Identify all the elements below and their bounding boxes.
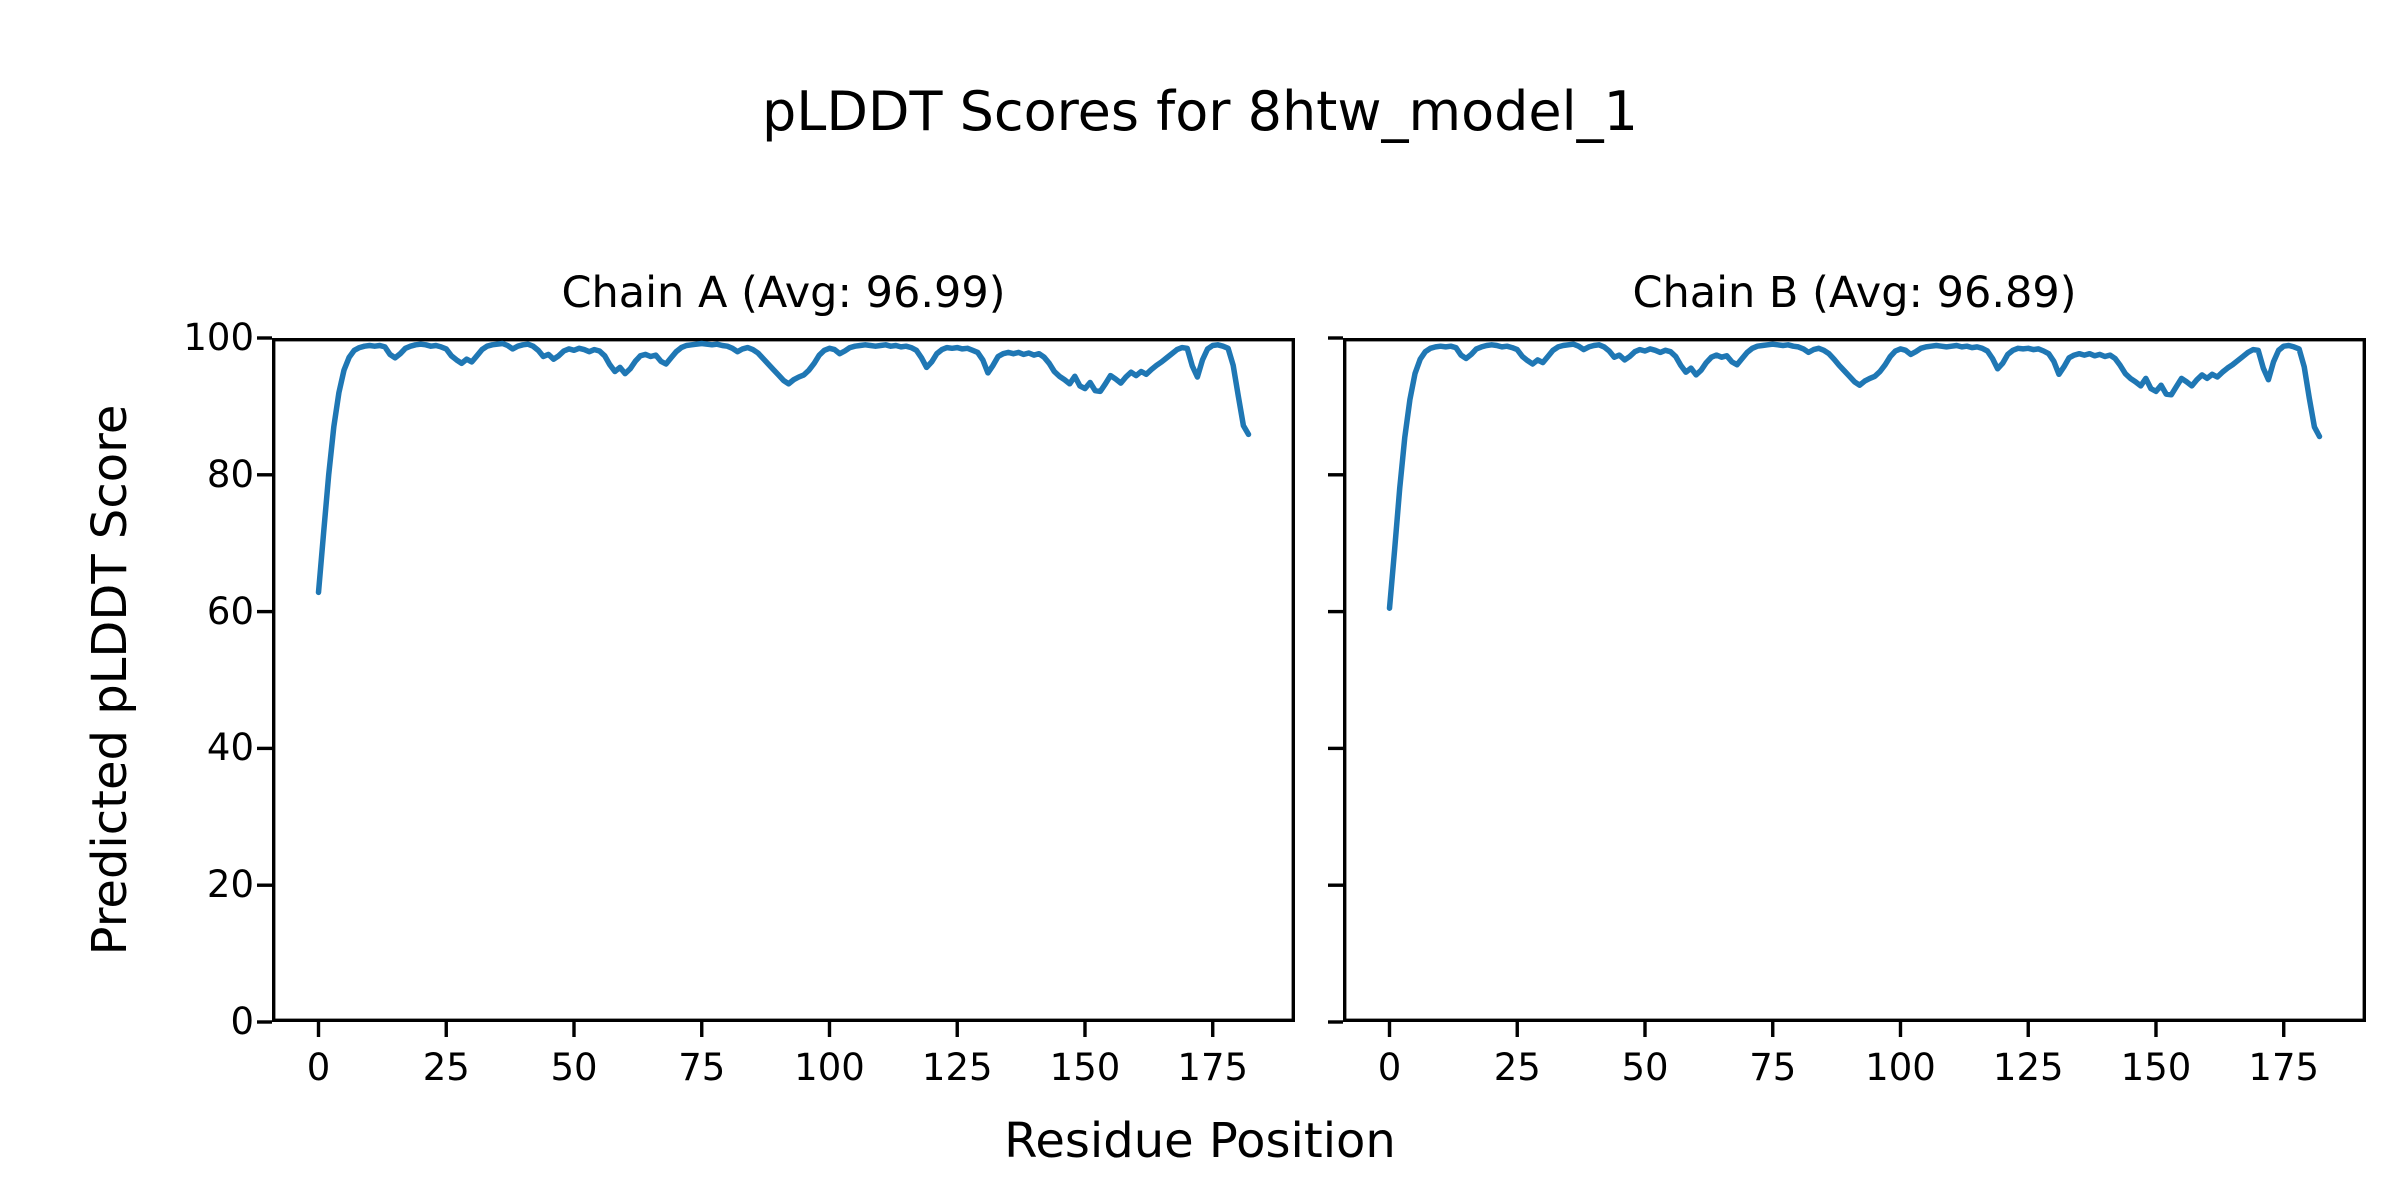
x-tick-label: 25 bbox=[1493, 1046, 1541, 1089]
x-tick-label: 150 bbox=[2120, 1046, 2192, 1089]
x-tick-label: 50 bbox=[1621, 1046, 1669, 1089]
x-tick-label: 175 bbox=[1177, 1046, 1249, 1089]
plddt-line bbox=[315, 340, 1252, 596]
y-tick-label: 40 bbox=[206, 726, 254, 770]
chain-b-line-canvas bbox=[1328, 336, 2366, 1037]
chain-a-line-canvas bbox=[257, 336, 1295, 1037]
x-tick-label: 75 bbox=[678, 1046, 726, 1089]
chain-a-title: Chain A (Avg: 96.99) bbox=[561, 268, 1006, 318]
axes-spines bbox=[272, 338, 1295, 1022]
y-tick-label: 80 bbox=[206, 452, 254, 496]
figure-title: pLDDT Scores for 8htw_model_1 bbox=[761, 80, 1639, 143]
axes-spines bbox=[1343, 338, 2366, 1022]
chain-a-plot: Chain A (Avg: 96.99) 0 25 50 75 100 125 150 175… bbox=[183, 268, 1295, 1089]
x-tick-label: 175 bbox=[2248, 1046, 2320, 1089]
x-tick-label: 100 bbox=[794, 1046, 865, 1089]
y-tick-label: 20 bbox=[206, 863, 254, 907]
x-tick-label: 50 bbox=[550, 1046, 598, 1089]
y-tick-label: 100 bbox=[183, 316, 254, 359]
plddt-line bbox=[1386, 341, 2323, 611]
y-axis-label: Predicted pLDDT Score bbox=[82, 404, 138, 956]
y-tick-label: 0 bbox=[230, 1000, 254, 1043]
chain-b-plot: Chain B (Avg: 96.89) 0 25 50 75 100 125 150 175 bbox=[1328, 268, 2366, 1089]
x-axis-label: Residue Position bbox=[1004, 1113, 1396, 1169]
x-tick-label: 75 bbox=[1749, 1046, 1797, 1089]
chain-b-title: Chain B (Avg: 96.89) bbox=[1632, 268, 2077, 318]
x-tick-label: 25 bbox=[422, 1046, 470, 1089]
x-tick-label: 0 bbox=[306, 1046, 331, 1089]
x-tick-label: 150 bbox=[1049, 1046, 1121, 1089]
x-tick-label: 125 bbox=[1992, 1046, 2064, 1089]
x-tick-label: 125 bbox=[921, 1046, 993, 1089]
y-tick-label: 60 bbox=[206, 589, 254, 633]
x-tick-label: 0 bbox=[1377, 1046, 1402, 1089]
x-tick-label: 100 bbox=[1865, 1046, 1936, 1089]
